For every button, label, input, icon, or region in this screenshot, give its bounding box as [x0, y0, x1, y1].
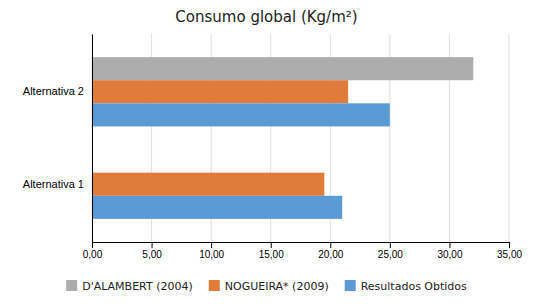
x-tick: 20,00	[318, 242, 343, 260]
x-tick: 35,00	[497, 242, 522, 260]
x-tick-label: 35,00	[497, 249, 522, 260]
series	[92, 103, 390, 219]
bar	[92, 80, 348, 103]
x-axis-line	[93, 243, 510, 249]
x-tick-mark	[211, 242, 212, 248]
x-tick: 0,00	[83, 242, 103, 260]
y-tick: Alternativa 2	[23, 85, 84, 97]
x-tick-label: 30,00	[437, 249, 462, 260]
x-axis: 0,00 5,00 10,00 15,00 20,00 25,00 30,00 35,00	[83, 242, 523, 260]
x-tick-label: 20,00	[318, 249, 343, 260]
bars	[92, 57, 473, 219]
x-tick: 10,00	[199, 242, 224, 260]
bar	[92, 196, 342, 219]
bar	[92, 173, 324, 196]
x-tick-label: 25,00	[378, 249, 403, 260]
x-tick-label: 10,00	[199, 249, 224, 260]
x-tick: 25,00	[378, 242, 403, 260]
grid-line	[92, 34, 93, 242]
legend-label: NOGUEIRA* (2009)	[225, 280, 329, 293]
y-tick-label: Alternativa 2	[23, 85, 84, 97]
series	[92, 80, 348, 196]
x-tick-label: 15,00	[259, 249, 284, 260]
grid-line	[509, 34, 510, 242]
x-tick: 30,00	[437, 242, 462, 260]
legend-swatch	[66, 280, 77, 291]
y-tick-label: Alternativa 1	[23, 178, 84, 190]
y-axis-line	[92, 35, 93, 243]
x-tick-mark	[330, 242, 331, 248]
legend-swatch	[209, 280, 220, 291]
y-axis: Alternativa 1 Alternativa 2	[23, 35, 93, 243]
x-tick-mark	[271, 242, 272, 248]
legend-label: D'ALAMBERT (2004)	[82, 280, 193, 293]
series	[92, 57, 473, 80]
x-tick-mark	[152, 242, 153, 248]
x-tick-mark	[509, 242, 510, 248]
legend-label: Resultados Obtidos	[361, 280, 467, 293]
x-tick-mark	[449, 242, 450, 248]
y-tick: Alternativa 1	[23, 178, 84, 190]
grid	[92, 34, 509, 242]
chart: Consumo global (Kg/m²) 0,00 5,00 10,00 15,00…	[0, 0, 533, 304]
bar	[92, 103, 390, 126]
legend-item: Resultados Obtidos	[345, 280, 467, 293]
title: Consumo global (Kg/m²)	[175, 8, 357, 26]
legend-swatch	[345, 280, 356, 291]
bar	[92, 57, 473, 80]
legend-item: NOGUEIRA* (2009)	[209, 280, 329, 293]
x-tick-label: 5,00	[142, 249, 162, 260]
x-tick: 15,00	[259, 242, 284, 260]
x-tick-mark	[92, 242, 93, 248]
legend: D'ALAMBERT (2004) NOGUEIRA* (2009) Resulta…	[66, 280, 467, 293]
legend-item: D'ALAMBERT (2004)	[66, 280, 193, 293]
x-tick-label: 0,00	[83, 249, 103, 260]
x-tick-mark	[390, 242, 391, 248]
plot: 0,00 5,00 10,00 15,00 20,00 25,00 30,00 35,00 Al…	[23, 34, 523, 260]
x-tick: 5,00	[142, 242, 162, 260]
